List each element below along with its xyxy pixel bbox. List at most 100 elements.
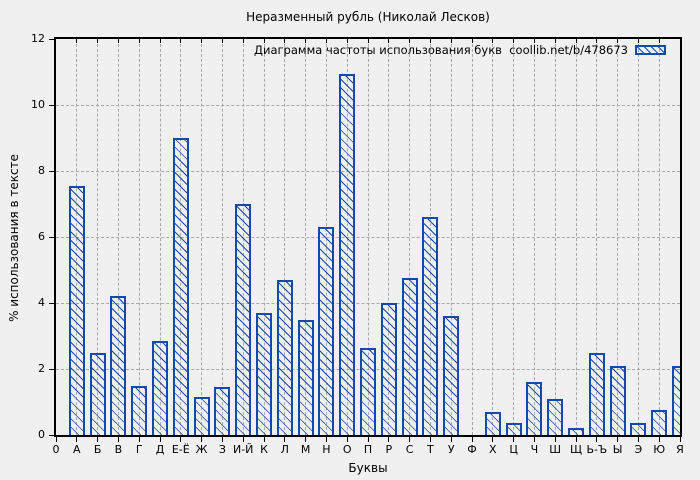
x-tick-top: [138, 39, 140, 43]
bar-К: [256, 312, 272, 435]
x-tick-label: Р: [385, 443, 393, 456]
x-tick: [117, 437, 119, 442]
x-gridline: [367, 39, 369, 435]
x-tick: [429, 437, 431, 442]
y-tick-label: 10: [31, 98, 45, 111]
legend: Диаграмма частоты использования букв coo…: [254, 43, 666, 57]
x-gridline: [159, 39, 161, 435]
y-tick-label: 0: [38, 428, 45, 441]
bar-Ю: [651, 410, 668, 435]
x-gridline: [138, 39, 140, 435]
x-tick-label: Н: [322, 443, 331, 456]
x-tick: [180, 437, 182, 442]
x-tick: [533, 437, 535, 442]
x-gridline: [575, 39, 577, 435]
x-gridline: [554, 39, 556, 435]
y-tick: [49, 105, 54, 106]
x-tick-top: [388, 39, 390, 43]
x-tick: [658, 437, 660, 442]
y-tick: [49, 237, 54, 238]
x-tick-label: Х: [489, 443, 497, 456]
y-tick: [49, 39, 54, 40]
bar-Ы: [609, 365, 626, 435]
x-tick: [367, 437, 369, 442]
x-tick-top: [221, 39, 223, 43]
x-tick: [159, 437, 161, 442]
bar-Н: [318, 227, 335, 435]
x-tick-top: [554, 39, 556, 43]
y-tick-label: 2: [38, 362, 45, 375]
x-tick-top: [492, 39, 494, 43]
y-tick-label: 8: [38, 164, 45, 177]
x-tick-top: [429, 39, 431, 43]
bar-Д: [152, 340, 168, 435]
bar-Е-Ё: [172, 138, 189, 435]
x-gridline: [263, 39, 265, 435]
x-tick: [97, 437, 99, 442]
x-tick: [242, 437, 244, 442]
x-tick: [346, 437, 348, 442]
x-tick: [409, 437, 411, 442]
x-tick: [637, 437, 639, 442]
x-tick-label: В: [114, 443, 123, 456]
x-gridline: [409, 39, 411, 435]
x-tick-label: Ш: [549, 443, 562, 456]
x-origin-label: 0: [52, 443, 60, 456]
x-tick-label: З: [218, 443, 226, 456]
bar-Ж: [193, 397, 210, 435]
x-tick-top: [533, 39, 535, 43]
bar-И-Й: [235, 204, 252, 435]
x-tick: [76, 437, 78, 442]
x-tick-top: [346, 39, 348, 43]
x-tick: [55, 437, 57, 442]
x-tick: [596, 437, 598, 442]
x-tick-top: [159, 39, 161, 43]
x-tick-label: О: [342, 443, 352, 456]
x-tick: [679, 437, 681, 442]
x-tick-label: Ю: [653, 443, 666, 456]
x-tick-top: [325, 39, 327, 43]
x-tick-label: У: [447, 443, 455, 456]
bar-Х: [484, 411, 501, 435]
y-tick-label: 6: [38, 230, 45, 243]
x-tick-label: Б: [93, 443, 102, 456]
bar-Ч: [526, 382, 543, 435]
bar-В: [110, 296, 127, 435]
x-tick-label: Д: [155, 443, 165, 456]
bar-С: [401, 278, 418, 435]
x-tick-top: [596, 39, 598, 43]
x-gridline: [533, 39, 535, 435]
bar-Т: [422, 217, 439, 435]
bar-Ш: [547, 398, 564, 435]
x-gridline: [492, 39, 494, 435]
x-gridline: [596, 39, 598, 435]
x-tick-label: Ж: [195, 443, 208, 456]
x-tick: [575, 437, 577, 442]
y-tick: [49, 303, 54, 304]
bar-Р: [380, 303, 397, 435]
x-gridline: [305, 39, 307, 435]
x-tick-label: А: [73, 443, 81, 456]
x-gridline: [388, 39, 390, 435]
x-gridline: [450, 39, 452, 435]
bar-Б: [89, 352, 106, 435]
y-tick-label: 4: [38, 296, 45, 309]
legend-swatch: [635, 45, 666, 55]
x-gridline: [201, 39, 203, 435]
x-tick-top: [263, 39, 265, 43]
x-tick-label: К: [260, 443, 268, 456]
x-tick-label: Т: [427, 443, 434, 456]
x-tick: [138, 437, 140, 442]
x-tick-label: Ц: [509, 443, 518, 456]
x-axis-title: Буквы: [348, 461, 388, 475]
x-gridline: [637, 39, 639, 435]
y-tick-label: 12: [31, 32, 45, 45]
x-tick-label: П: [363, 443, 373, 456]
bar-З: [214, 387, 231, 435]
y-tick: [49, 171, 54, 172]
bar-Ь-Ъ: [588, 352, 605, 435]
x-tick-top: [617, 39, 619, 43]
legend-label: Диаграмма частоты использования букв coo…: [254, 43, 628, 57]
x-tick: [554, 437, 556, 442]
